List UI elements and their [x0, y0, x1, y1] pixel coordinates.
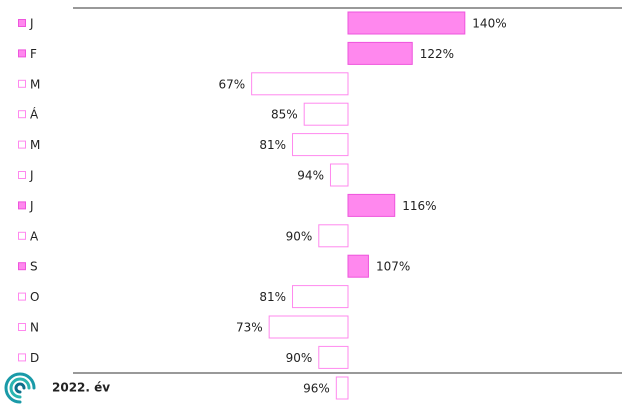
- category-label: M: [30, 138, 40, 152]
- category-label: M: [30, 77, 40, 91]
- category-label: J: [29, 199, 34, 213]
- category-label: N: [30, 321, 39, 335]
- legend-square: [18, 140, 26, 149]
- total-label: 2022. év: [52, 381, 110, 395]
- legend-square: [18, 323, 26, 331]
- value-label: 81%: [259, 290, 286, 304]
- legend-square: [18, 110, 26, 119]
- value-label: 81%: [259, 138, 286, 152]
- bar: [347, 193, 396, 217]
- bar: [292, 285, 349, 309]
- category-label: O: [30, 290, 39, 304]
- value-label: 107%: [376, 260, 410, 274]
- value-label: 140%: [472, 17, 506, 31]
- value-label: 94%: [297, 169, 324, 183]
- legend-square: [18, 262, 26, 271]
- bar: [292, 133, 349, 157]
- legend-square: [18, 19, 26, 27]
- bar: [347, 254, 369, 278]
- bar: [347, 11, 466, 35]
- bar: [347, 41, 413, 65]
- value-label: 116%: [402, 199, 436, 213]
- value-label: 90%: [286, 229, 313, 243]
- legend-square: [18, 79, 26, 88]
- bar: [335, 376, 349, 400]
- category-label: A: [30, 229, 39, 243]
- value-label: 67%: [218, 77, 245, 91]
- bar: [268, 315, 349, 339]
- category-label: Á: [30, 107, 39, 122]
- category-label: F: [30, 47, 37, 61]
- bar: [318, 345, 349, 369]
- bar: [329, 163, 349, 187]
- category-label: D: [30, 351, 39, 365]
- legend-square: [18, 201, 26, 210]
- value-label: 122%: [420, 47, 454, 61]
- bar: [251, 72, 349, 96]
- legend-square: [18, 292, 26, 301]
- logo: [4, 372, 36, 404]
- legend-square: [18, 353, 26, 362]
- value-label: 90%: [286, 351, 313, 365]
- value-label: 73%: [236, 321, 263, 335]
- value-label: 85%: [271, 108, 298, 122]
- category-label: S: [30, 260, 38, 274]
- category-label: J: [29, 17, 34, 31]
- legend-square: [18, 171, 26, 179]
- bar: [318, 224, 349, 248]
- legend-square: [18, 231, 26, 240]
- bar: [303, 102, 349, 126]
- category-label: J: [29, 169, 34, 183]
- value-label: 96%: [303, 382, 330, 396]
- legend-square: [18, 49, 26, 58]
